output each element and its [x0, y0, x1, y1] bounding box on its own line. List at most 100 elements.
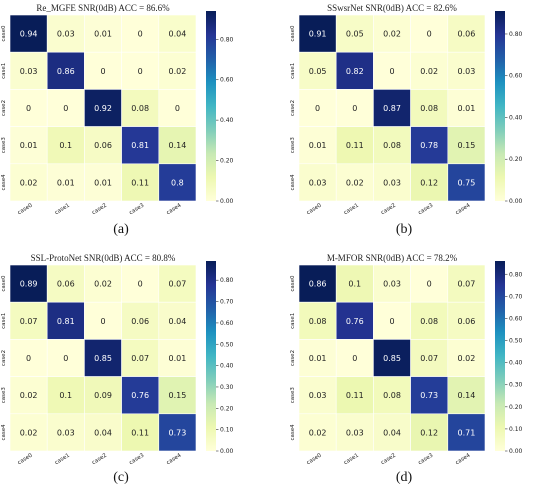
heatmap-cell [9, 376, 48, 415]
cell-value-label: 0.07 [457, 280, 475, 289]
heatmap-cell [158, 339, 197, 377]
heatmap-cell [298, 301, 337, 340]
cell-value-label: 0.78 [420, 141, 438, 150]
heatmap-cell [46, 14, 85, 53]
cell-value-label: 0.81 [131, 141, 149, 150]
x-tick-label: case1 [54, 453, 71, 467]
heatmap-cell [9, 413, 48, 452]
cell-value-label: 0 [100, 67, 105, 76]
y-tick-label: case4 [1, 424, 7, 441]
cell-value-label: 0.05 [309, 67, 327, 76]
cell-value-label: 0.75 [457, 178, 475, 187]
cell-value-label: 0.07 [20, 317, 38, 326]
x-tick-label: case3 [417, 202, 434, 216]
cell-value-label: 0.04 [168, 317, 186, 326]
cell-value-label: 0.85 [94, 354, 112, 363]
heatmap-cell [410, 14, 449, 53]
heatmap-cell [410, 89, 449, 127]
y-tick-label: case0 [1, 25, 7, 42]
cell-value-label: 0 [427, 280, 432, 289]
cell-value-label: 0.06 [457, 317, 475, 326]
cell-value-label: 0 [138, 280, 143, 289]
cell-value-label: 0.11 [131, 178, 149, 187]
cell-value-label: 0.06 [57, 280, 75, 289]
cell-value-label: 0.02 [383, 30, 401, 39]
y-tick-label: case0 [290, 275, 296, 292]
colorbar-tick-label: 0.80 [509, 31, 523, 38]
cell-value-label: 0.03 [346, 428, 364, 437]
x-tick-label: case0 [306, 202, 323, 216]
colorbar-tick-label: 0.10 [509, 426, 523, 433]
y-tick-label: case2 [290, 100, 296, 116]
colorbar-tick-label: 0.00 [509, 198, 523, 205]
heatmap-cell [46, 163, 85, 202]
heatmap-cell [335, 413, 374, 452]
cell-value-label: 0 [389, 67, 394, 76]
colorbar-tick-label: 0.10 [220, 427, 234, 434]
colorbar-tick-label: 0.20 [220, 405, 234, 412]
cell-value-label: 0.85 [383, 354, 401, 363]
colorbar [495, 11, 505, 201]
heatmap-cell [158, 126, 197, 165]
cell-value-label: 0 [138, 30, 143, 39]
colorbar [495, 261, 505, 451]
cell-value-label: 0 [315, 104, 320, 113]
panel-title: SSL-ProtoNet SNR(0dB) ACC = 80.8% [31, 253, 176, 263]
heatmap-cell [447, 51, 486, 90]
heatmap-cell [46, 264, 85, 303]
cell-value-label: 0.02 [309, 428, 327, 437]
y-tick-label: case3 [290, 137, 296, 154]
cell-value-label: 0.71 [457, 428, 475, 437]
heatmap-cell [373, 126, 411, 165]
heatmap-cell [373, 264, 411, 303]
cell-value-label: 0 [63, 104, 68, 113]
cell-value-label: 0.06 [131, 317, 149, 326]
heatmap-cell [158, 413, 197, 452]
x-tick-label: case0 [17, 202, 34, 216]
cell-value-label: 0.14 [457, 391, 475, 400]
cell-value-label: 0.07 [168, 280, 186, 289]
heatmap-cell [373, 14, 411, 53]
heatmap-cell [335, 163, 374, 202]
cell-value-label: 0.89 [20, 280, 38, 289]
heatmap-cell [373, 163, 411, 202]
cell-value-label: 0.04 [168, 30, 186, 39]
cell-value-label: 0.08 [420, 317, 438, 326]
colorbar-tick-label: 0.80 [220, 277, 234, 284]
cell-value-label: 0.02 [20, 391, 38, 400]
cell-value-label: 0 [389, 317, 394, 326]
colorbar-tick-label: 0.80 [220, 36, 234, 43]
heatmap-cell [447, 89, 486, 127]
cell-value-label: 0.03 [457, 67, 475, 76]
cell-value-label: 0.01 [57, 178, 75, 187]
colorbar-tick-label: 0.60 [220, 77, 234, 84]
colorbar-tick-label: 0.00 [509, 448, 523, 455]
y-tick-label: case4 [290, 174, 296, 191]
cell-value-label: 0.01 [94, 178, 112, 187]
cell-value-label: 0.06 [457, 30, 475, 39]
cell-value-label: 0.87 [383, 104, 401, 113]
panel-caption: (d) [396, 470, 413, 485]
cell-value-label: 0.08 [309, 317, 327, 326]
heatmap-cell [447, 126, 486, 165]
heatmap-cell [121, 301, 160, 340]
cell-value-label: 0.86 [57, 67, 75, 76]
y-tick-label: case2 [1, 350, 7, 366]
heatmap-cell [298, 14, 337, 53]
y-tick-label: case0 [1, 275, 7, 292]
panel-title: SSwsrNet SNR(0dB) ACC = 82.6% [327, 3, 457, 13]
x-tick-label: case4 [455, 452, 472, 466]
heatmap-cell [84, 126, 122, 165]
colorbar-tick-label: 0.20 [509, 404, 523, 411]
heatmap-cell [410, 51, 449, 90]
cell-value-label: 0.08 [383, 141, 401, 150]
cell-value-label: 0.07 [420, 354, 438, 363]
heatmap-panel-d: M-MFOR SNR(0dB) ACC = 78.2% 0.86 0.1 0.03 0 0… [290, 253, 523, 485]
x-tick-label: case3 [128, 202, 145, 216]
heatmap-cell [335, 126, 374, 165]
heatmap-cell [410, 163, 449, 202]
cell-value-label: 0.12 [420, 178, 438, 187]
x-tick-label: case2 [380, 453, 397, 467]
heatmap-cell [121, 89, 160, 127]
